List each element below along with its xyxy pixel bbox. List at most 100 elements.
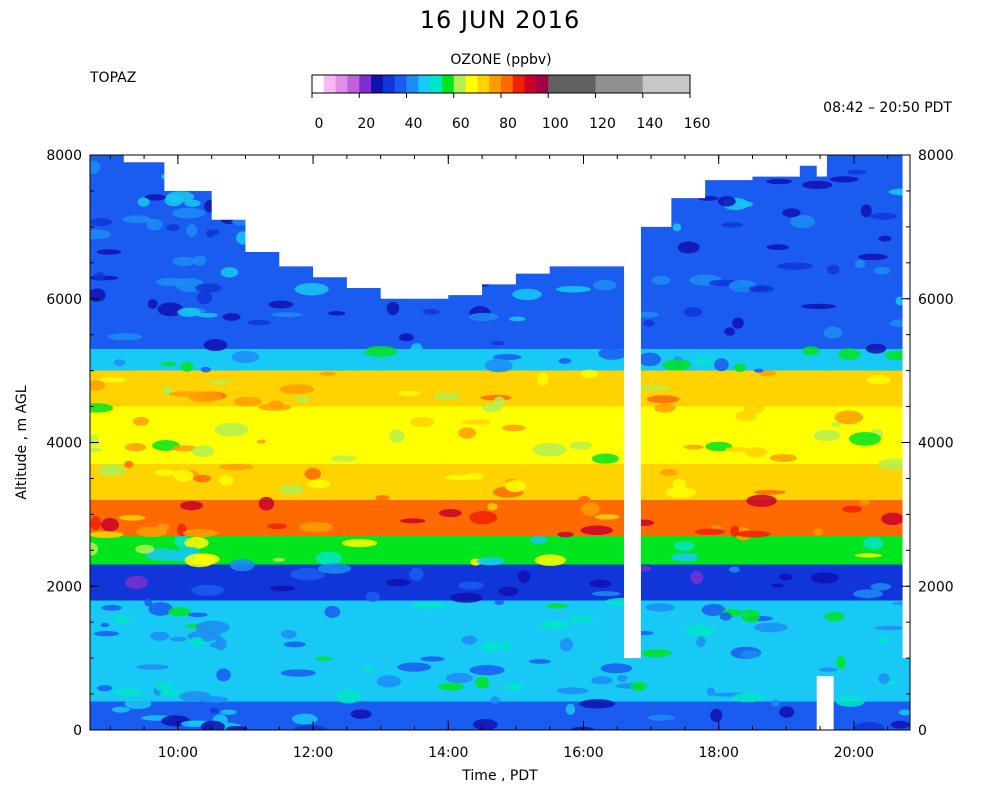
colorbar-tick-label-6: 120 [589, 116, 616, 132]
texture-blob [672, 223, 682, 232]
texture-blob [269, 585, 296, 592]
texture-blob [296, 395, 310, 403]
texture-blob [184, 553, 215, 568]
texture-blob [854, 259, 866, 269]
texture-blob [874, 625, 905, 630]
texture-blob [318, 563, 352, 574]
texture-blob [671, 552, 699, 562]
texture-blob [490, 340, 505, 346]
colorbar-bin-13 [465, 75, 478, 93]
texture-blob [777, 262, 813, 270]
texture-blob [694, 358, 712, 366]
texture-blob [173, 469, 194, 482]
texture-blob [400, 518, 426, 524]
texture-blob [364, 345, 398, 358]
texture-blob [647, 395, 680, 404]
texture-blob [753, 368, 764, 373]
texture-blob [180, 361, 194, 372]
colorbar-bin-6 [382, 75, 396, 93]
texture-blob [565, 703, 576, 715]
texture-blob [193, 474, 212, 483]
texture-blob [180, 720, 208, 728]
colorbar-tick-label-8: 160 [684, 116, 711, 132]
texture-blob [100, 622, 110, 628]
texture-blob [578, 495, 591, 503]
texture-blob [280, 669, 316, 677]
texture-blob [144, 598, 153, 607]
texture-blob [197, 312, 219, 318]
texture-blob [743, 401, 765, 415]
texture-blob [878, 235, 892, 242]
y-tick-label-left-3: 6000 [46, 292, 82, 308]
colorbar-bin-21 [595, 75, 644, 93]
texture-blob [279, 484, 305, 495]
texture-blob [771, 583, 784, 588]
texture-blob [853, 722, 885, 730]
texture-blob [90, 288, 106, 302]
texture-blob [439, 509, 462, 518]
texture-blob [386, 578, 411, 587]
texture-blob [216, 668, 231, 682]
texture-blob [717, 196, 736, 207]
texture-blob [93, 631, 120, 637]
texture-blob [122, 215, 151, 224]
texture-blob [136, 526, 168, 538]
texture-blob [279, 384, 315, 395]
texture-blob [746, 494, 777, 507]
texture-blob [294, 725, 327, 730]
texture-blob [683, 307, 703, 317]
texture-blob [651, 275, 671, 285]
texture-blob [292, 713, 318, 725]
texture-blob [641, 649, 673, 658]
texture-blob [732, 317, 744, 329]
texture-blob [256, 439, 267, 444]
texture-blob [350, 709, 372, 719]
texture-blob [724, 327, 736, 336]
texture-blob [365, 591, 381, 602]
texture-blob [557, 531, 574, 538]
texture-blob [493, 396, 506, 407]
texture-blob [182, 528, 219, 538]
texture-blob [836, 656, 846, 670]
texture-blob [801, 180, 833, 189]
texture-blob [458, 427, 477, 439]
colorbar-tick-label-5: 100 [542, 116, 569, 132]
texture-blob [881, 512, 905, 526]
texture-blob [148, 602, 173, 616]
texture-blob [107, 333, 143, 341]
texture-blob [501, 424, 526, 432]
texture-blob [849, 432, 882, 446]
texture-blob [188, 391, 222, 403]
y-axis-label: Altitude , m AGL [14, 385, 30, 499]
texture-blob [319, 371, 336, 377]
texture-blob [90, 403, 114, 413]
texture-blob [492, 354, 522, 361]
texture-blob [860, 204, 872, 218]
texture-blob [207, 380, 234, 385]
texture-blob [184, 537, 209, 549]
texture-blob [838, 348, 861, 361]
texture-blob [101, 604, 122, 611]
data-gap-0 [624, 219, 641, 659]
texture-blob [468, 312, 499, 321]
texture-blob [665, 487, 697, 499]
texture-blob [169, 636, 187, 642]
colorbar-bin-10 [430, 75, 443, 93]
texture-blob [166, 223, 180, 232]
colorbar-label: OZONE (ppbv) [450, 52, 552, 68]
texture-blob [528, 659, 551, 664]
texture-blob [222, 313, 241, 321]
texture-blob [690, 570, 704, 584]
y-tick-label-left-2: 4000 [46, 436, 82, 452]
texture-blob [389, 429, 405, 443]
colorbar: 0 20 40 60 80 100 120 140 160 [311, 74, 711, 132]
x-tick-label-4: 18:00 [699, 745, 739, 761]
texture-blob [132, 416, 150, 426]
texture-blob [484, 358, 513, 373]
texture-blob [834, 410, 864, 425]
colorbar-tick-label-2: 40 [405, 116, 423, 132]
texture-blob [877, 458, 910, 471]
colorbar-bin-20 [548, 75, 596, 93]
texture-blob [758, 370, 777, 377]
texture-blob [160, 361, 177, 367]
